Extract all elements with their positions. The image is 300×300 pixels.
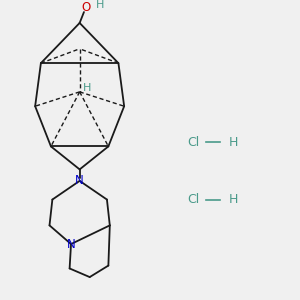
Text: H: H bbox=[229, 136, 238, 148]
Text: Cl: Cl bbox=[187, 193, 200, 206]
Text: Cl: Cl bbox=[187, 136, 200, 148]
Text: N: N bbox=[67, 238, 75, 250]
Text: H: H bbox=[96, 0, 104, 10]
Text: N: N bbox=[75, 174, 84, 188]
Text: O: O bbox=[81, 1, 91, 14]
Text: H: H bbox=[229, 193, 238, 206]
Text: H: H bbox=[82, 82, 91, 93]
